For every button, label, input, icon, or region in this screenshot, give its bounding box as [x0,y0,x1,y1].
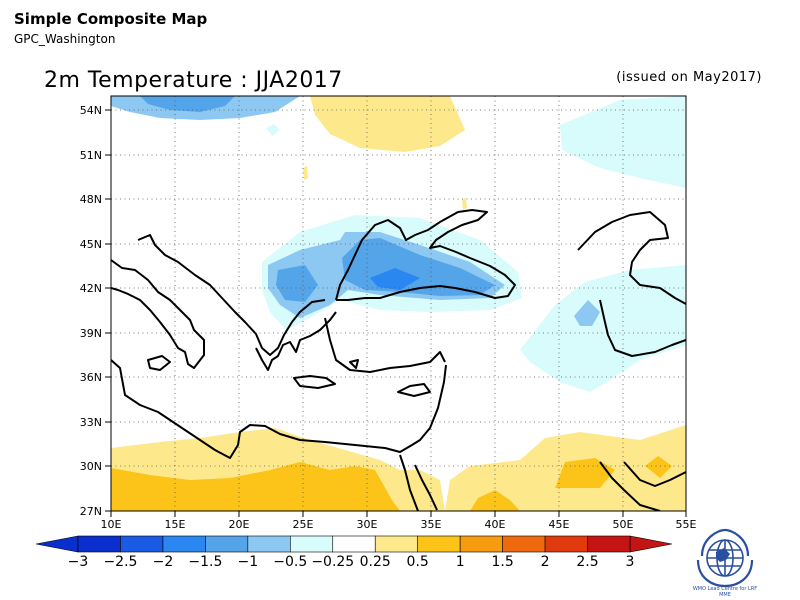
lon-label: 15E [165,518,186,531]
shade-cold-caspian [574,300,600,326]
shade-warmer-south-west [111,462,400,511]
coast-gulf-east [623,461,686,487]
shade-warm-north [310,96,465,152]
colorbar-arrow-low [35,535,79,553]
shade-coldest-black-sea [370,268,420,290]
colorbar: −3 −2.5 −2 −1.5 −1 −0.5 −0.25 0.25 0.5 1 1.5 2 2.5 3 [35,535,673,570]
shade-weak-cold-e [520,265,686,392]
lat-label: 51N [80,149,102,162]
lat-label: 30N [80,460,102,473]
colorbar-swatch [587,535,631,553]
coast-black-sea [335,209,516,301]
colorbar-swatch [290,535,334,553]
colorbar-label: −0.25 [311,554,354,570]
island-rhodes [349,359,359,369]
island-cyprus [397,383,431,397]
shade-warmer-south-east2 [555,458,615,488]
lat-label: 42N [80,282,102,295]
shade-warmer-south-east1 [470,490,520,511]
lon-label: 25E [293,518,314,531]
colorbar-label: 3 [626,554,635,570]
colorbar-label: 0.5 [407,554,429,570]
logo-caption: WMO Lead Centre for LRF MME [692,586,758,598]
colorbar-swatch [332,535,376,553]
coast-gulf [599,461,661,511]
colorbar-swatch [77,535,121,553]
colorbar-swatch [374,535,418,553]
lon-label: 45E [549,518,570,531]
shade-colder-north [140,96,235,112]
colorbar-label: −1 [238,554,259,570]
coast-italy [111,259,205,369]
coast-africa [111,359,447,459]
page-subtitle: GPC_Washington [14,32,116,46]
lat-label: 48N [80,193,102,206]
colorbar-swatch [544,535,588,553]
colorbar-label: −0.5 [273,554,307,570]
map-frame [110,95,687,512]
colorbar-label: −3 [68,554,89,570]
coast-caspian-south [599,299,686,357]
lat-label: 45N [80,238,102,251]
shade-colder-aegean [276,265,318,302]
shade-weak-cold-nw [266,124,280,136]
shade-warmer-dot [296,462,310,476]
colorbar-label: 2.5 [576,554,598,570]
lon-labels: 10E 15E 20E 25E 30E 35E 40E 45E 50E 55E [101,518,697,531]
colorbar-label: 1 [456,554,465,570]
colorbar-swatch [247,535,291,553]
coast-turkey-south [324,317,446,373]
lon-axis [110,511,687,517]
coast-sinai [414,464,438,511]
graticule [111,96,686,511]
shade-warmer-south-east3 [645,456,672,478]
lat-label: 39N [80,327,102,340]
lat-label: 54N [80,104,102,117]
coast-red-sea [399,454,419,511]
map-title: 2m Temperature : JJA2017 [44,68,343,93]
lat-label: 27N [80,505,102,518]
coast-caspian [577,211,686,305]
colorbar-swatch [120,535,164,553]
shade-warm-dot1 [303,166,308,180]
lon-label: 40E [485,518,506,531]
page-title: Simple Composite Map [14,10,208,28]
colorbar-label: −2 [153,554,174,570]
lon-label: 35E [421,518,442,531]
colorbar-label: 0.25 [360,554,391,570]
colorbar-swatch [205,535,249,553]
colorbar-swatch [417,535,461,553]
coast-greece [255,311,337,371]
lat-labels: 54N 51N 48N 45N 42N 39N 36N 33N 30N 27N [80,104,102,518]
lon-label: 50E [613,518,634,531]
colorbar-label: 1.5 [491,554,513,570]
lon-label: 20E [229,518,250,531]
lat-axis [105,109,111,512]
colorbar-swatch [502,535,546,553]
lon-label: 30E [357,518,378,531]
wmo-globe-icon [696,528,754,588]
colorbar-label: 2 [541,554,550,570]
colorbar-arrow-high [629,535,673,553]
island-crete [293,375,336,389]
lon-label: 55E [676,518,697,531]
coastlines [111,209,686,511]
issued-date: (issued on May2017) [616,70,762,85]
colorbar-label: −1.5 [188,554,222,570]
colorbar-swatch [162,535,206,553]
anomaly-shading [111,96,686,511]
colorbar-label: −2.5 [103,554,137,570]
shade-warm-dot2 [462,198,467,210]
lat-label: 33N [80,416,102,429]
coast-adriatic-balkans [137,234,326,356]
colorbar-swatch [459,535,503,553]
island-sicily [147,355,171,371]
lon-label: 10E [101,518,122,531]
lat-label: 36N [80,371,102,384]
